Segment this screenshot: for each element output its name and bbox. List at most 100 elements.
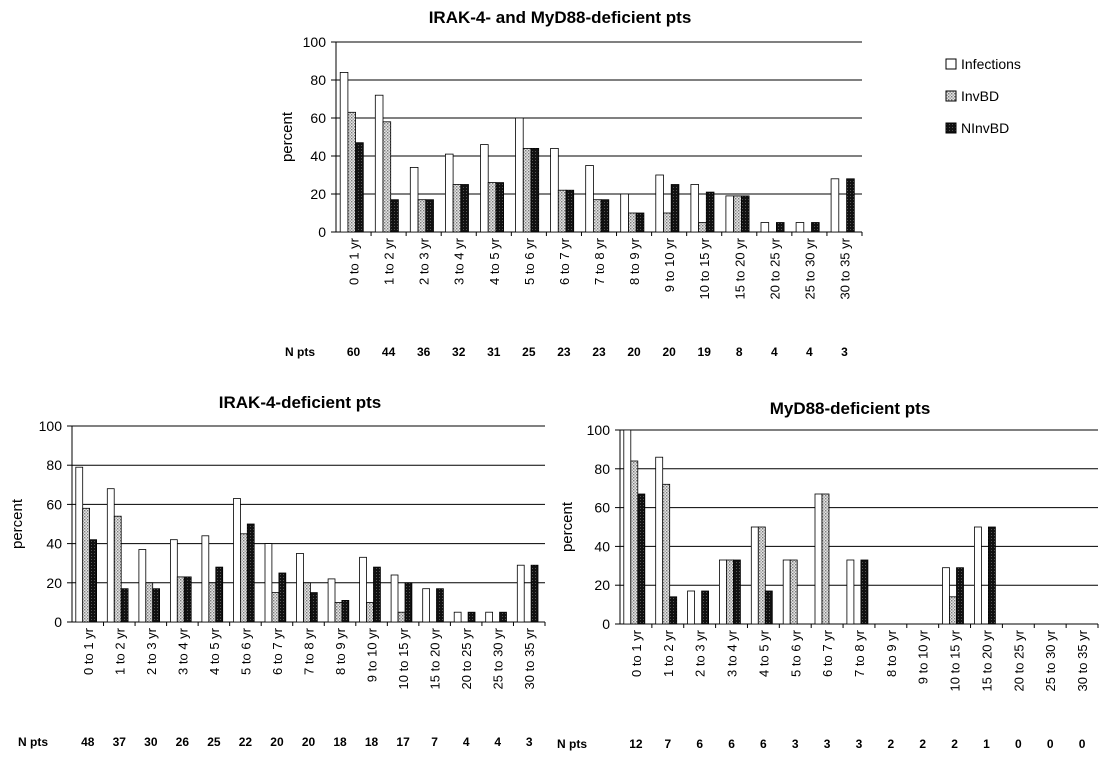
- y-tick-label: 0: [318, 224, 326, 240]
- n-pts-value: 20: [662, 345, 676, 359]
- chart-title: IRAK-4-deficient pts: [219, 393, 381, 412]
- n-pts-value: 7: [431, 735, 438, 749]
- bar-infections: [725, 195, 735, 233]
- bar-infections: [687, 590, 695, 625]
- n-pts-value: 4: [771, 345, 778, 359]
- bar-ninvbd: [152, 588, 160, 623]
- bar-infections: [655, 456, 664, 625]
- x-category-label: 2 to 3 yr: [144, 627, 159, 675]
- x-category-label: 6 to 7 yr: [557, 237, 572, 285]
- n-pts-value: 2: [919, 737, 926, 751]
- bar-ninvbd: [495, 182, 504, 233]
- bar-ninvbd: [373, 566, 381, 623]
- y-tick-label: 100: [39, 418, 63, 434]
- n-pts-value: 17: [396, 735, 410, 749]
- bar-ninvbd: [436, 588, 444, 623]
- bar-infections: [374, 94, 384, 233]
- legend-label-infections: Infections: [961, 56, 1021, 72]
- bar-ninvbd: [811, 222, 820, 233]
- bar-infections: [750, 526, 759, 625]
- bar-infections: [169, 539, 178, 623]
- bar-infections: [795, 222, 805, 233]
- n-pts-value: 20: [627, 345, 641, 359]
- n-pts-value: 37: [113, 735, 127, 749]
- bar-ninvbd: [988, 526, 996, 625]
- n-pts-value: 44: [382, 345, 396, 359]
- bar-invbd: [557, 189, 567, 233]
- n-pts-value: 25: [207, 735, 221, 749]
- bar-ninvbd: [183, 576, 192, 623]
- n-pts-label: N pts: [285, 345, 315, 359]
- bar-infections: [942, 567, 950, 625]
- n-pts-value: 0: [1079, 737, 1086, 751]
- n-pts-value: 23: [592, 345, 606, 359]
- bar-invbd: [630, 460, 639, 625]
- x-category-label: 15 to 20 yr: [428, 627, 443, 689]
- y-tick-label: 80: [594, 461, 610, 477]
- x-category-label: 20 to 25 yr: [767, 237, 782, 299]
- n-pts-value: 18: [333, 735, 347, 749]
- y-axis-label: percent: [9, 498, 26, 549]
- bar-invbd: [382, 121, 392, 233]
- x-category-label: 5 to 6 yr: [238, 627, 253, 675]
- x-category-label: 1 to 2 yr: [661, 629, 676, 677]
- x-category-label: 7 to 8 yr: [852, 629, 867, 677]
- x-category-label: 20 to 25 yr: [1011, 629, 1026, 691]
- x-category-label: 20 to 25 yr: [459, 627, 474, 689]
- n-pts-value: 0: [1047, 737, 1054, 751]
- n-pts-value: 48: [81, 735, 95, 749]
- bar-infections: [814, 493, 823, 625]
- bar-ninvbd: [741, 195, 750, 233]
- bar-ninvbd: [669, 596, 678, 625]
- bar-infections: [75, 466, 84, 623]
- chart-combined: IRAK-4- and MyD88-deficient pts020406080…: [279, 8, 863, 359]
- n-pts-value: 6: [728, 737, 735, 751]
- y-tick-label: 20: [46, 575, 62, 591]
- n-pts-value: 4: [806, 345, 813, 359]
- bar-infections: [480, 144, 489, 233]
- n-pts-value: 60: [347, 345, 361, 359]
- bar-infections: [782, 559, 791, 625]
- bar-ninvbd: [278, 572, 287, 623]
- bar-infections: [690, 184, 700, 233]
- legend-swatch-infections: [945, 58, 957, 70]
- n-pts-value: 3: [792, 737, 799, 751]
- y-tick-label: 40: [594, 538, 610, 554]
- y-tick-label: 40: [46, 536, 62, 552]
- bar-ninvbd: [89, 539, 97, 623]
- bar-ninvbd: [467, 611, 476, 623]
- bar-invbd: [821, 493, 830, 625]
- x-category-label: 4 to 5 yr: [207, 627, 222, 675]
- x-category-label: 8 to 9 yr: [333, 627, 348, 675]
- bar-invbd: [698, 222, 707, 233]
- legend-label-invbd: InvBD: [961, 88, 999, 104]
- bar-infections: [390, 574, 399, 623]
- bar-ninvbd: [530, 564, 539, 623]
- x-category-label: 5 to 6 yr: [788, 629, 803, 677]
- bar-infections: [585, 165, 594, 233]
- legend-swatch-ninvbd: [945, 122, 957, 134]
- x-category-label: 10 to 15 yr: [697, 237, 712, 299]
- bar-infections: [760, 222, 770, 233]
- bar-ninvbd: [120, 588, 129, 623]
- n-pts-value: 6: [696, 737, 703, 751]
- bar-invbd: [303, 582, 311, 623]
- bar-infections: [830, 178, 840, 233]
- x-category-label: 9 to 10 yr: [365, 627, 380, 682]
- n-pts-value: 4: [494, 735, 501, 749]
- y-tick-label: 0: [602, 616, 610, 632]
- bar-invbd: [487, 182, 497, 233]
- x-category-label: 4 to 5 yr: [487, 237, 502, 285]
- y-tick-label: 20: [310, 186, 326, 202]
- bar-invbd: [789, 559, 798, 625]
- x-category-label: 8 to 9 yr: [627, 237, 642, 285]
- x-category-label: 25 to 30 yr: [491, 627, 506, 689]
- x-category-label: 1 to 2 yr: [382, 237, 397, 285]
- bar-invbd: [82, 507, 90, 623]
- bar-infections: [359, 556, 367, 623]
- x-category-label: 9 to 10 yr: [662, 237, 677, 292]
- y-axis-label: percent: [279, 111, 296, 162]
- bar-ninvbd: [499, 611, 507, 623]
- chart-title: IRAK-4- and MyD88-deficient pts: [429, 8, 692, 27]
- bar-infections: [655, 174, 664, 233]
